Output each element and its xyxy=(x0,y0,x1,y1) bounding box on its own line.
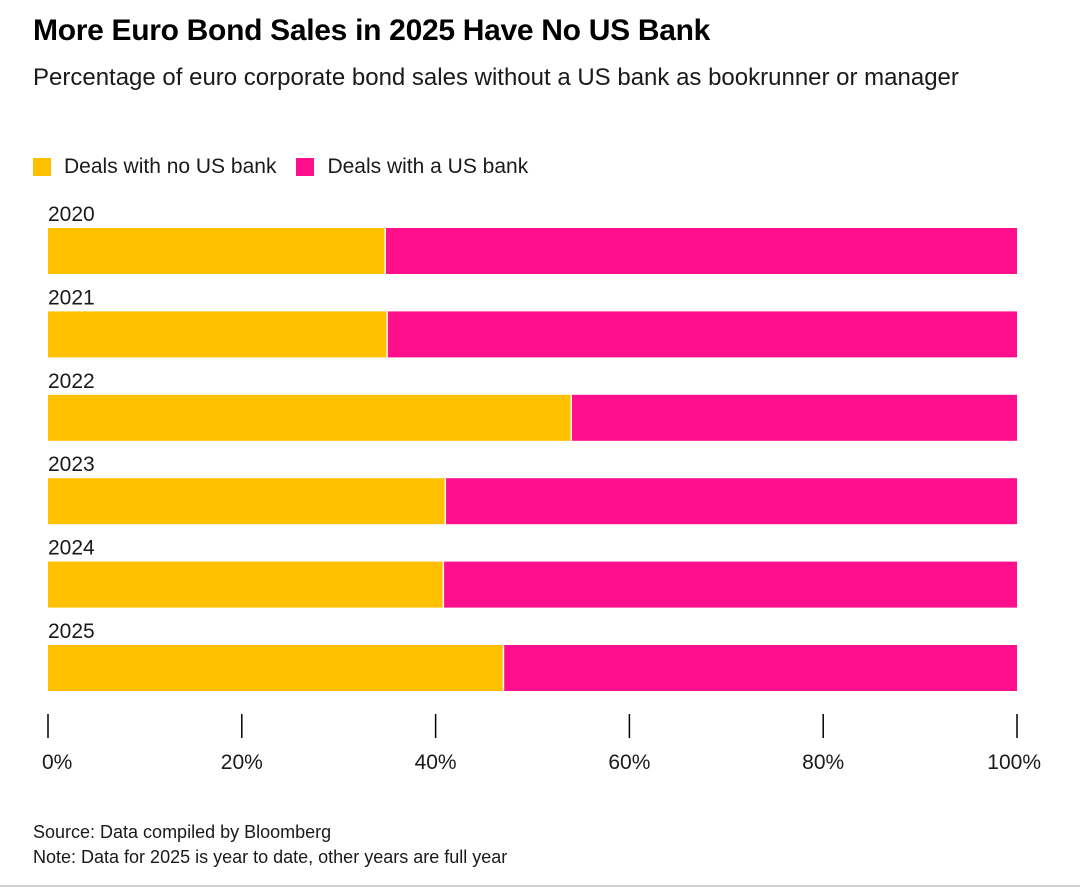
source-note: Source: Data compiled by Bloomberg xyxy=(33,822,332,842)
x-tick-label-1: 20% xyxy=(221,751,263,774)
bar-2021-no-us-bank xyxy=(48,311,388,358)
bar-2020-no-us-bank xyxy=(48,228,386,274)
bar-2024-no-us-bank xyxy=(48,561,444,608)
bottom-divider xyxy=(0,885,1080,887)
legend-item-no-us-bank: Deals with no US bank xyxy=(33,155,276,179)
chart-subtitle: Percentage of euro corporate bond sales … xyxy=(33,64,959,91)
x-tick-label-5: 100% xyxy=(987,751,1041,774)
legend: Deals with no US bank Deals with a US ba… xyxy=(33,155,548,179)
x-tick-label-4: 80% xyxy=(802,751,844,774)
bar-2022-us-bank xyxy=(571,394,1017,441)
data-note: Note: Data for 2025 is year to date, oth… xyxy=(33,847,508,867)
category-label-2023: 2023 xyxy=(48,453,95,476)
bar-2025-no-us-bank xyxy=(48,645,504,691)
x-tick-label-3: 60% xyxy=(608,751,650,774)
legend-swatch-no-us-bank xyxy=(33,158,51,176)
bar-2023-no-us-bank xyxy=(48,478,446,525)
bar-2023-us-bank xyxy=(445,478,1017,525)
x-tick-label-0: 0% xyxy=(42,751,72,774)
category-label-2022: 2022 xyxy=(48,370,95,393)
footer: Source: Data compiled by Bloomberg Note:… xyxy=(33,820,507,870)
category-label-2024: 2024 xyxy=(48,537,95,560)
legend-swatch-us-bank xyxy=(296,158,315,176)
legend-label-us-bank: Deals with a US bank xyxy=(327,155,529,178)
stacked-bar-chart: 2020 2021 2022 2023 2024 2025 0% 20% 40% 60% 80% 10… xyxy=(42,203,1041,774)
bar-2025-us-bank xyxy=(503,645,1017,691)
bar-2022-no-us-bank xyxy=(48,394,572,441)
legend-label-no-us-bank: Deals with no US bank xyxy=(64,155,277,178)
category-label-2020: 2020 xyxy=(48,203,95,226)
bar-2024-us-bank xyxy=(443,561,1017,608)
bar-2020-us-bank xyxy=(385,228,1017,274)
chart-title: More Euro Bond Sales in 2025 Have No US … xyxy=(33,14,711,47)
bar-2021-us-bank xyxy=(387,311,1017,358)
category-label-2021: 2021 xyxy=(48,286,95,309)
category-label-2025: 2025 xyxy=(48,620,95,643)
legend-item-us-bank: Deals with a US bank xyxy=(296,155,528,179)
x-tick-label-2: 40% xyxy=(415,751,457,774)
